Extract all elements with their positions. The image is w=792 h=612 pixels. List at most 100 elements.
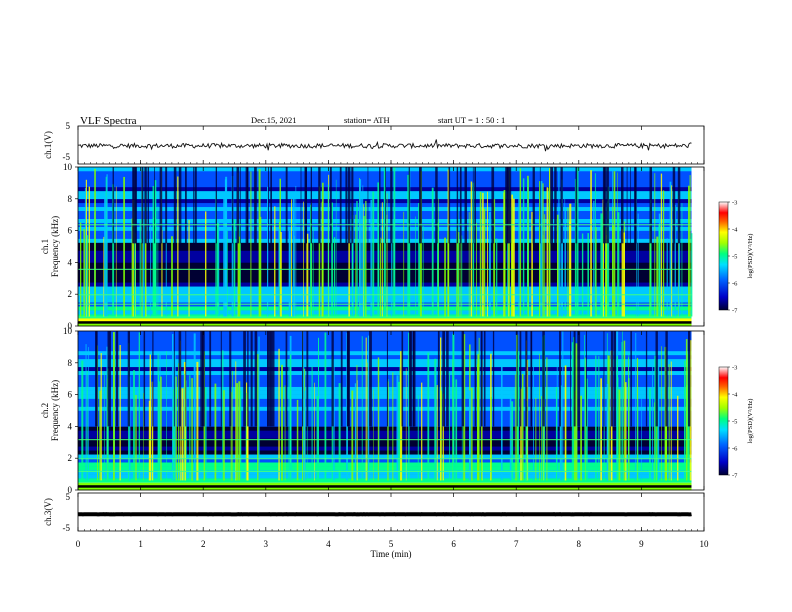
sferic-streak — [654, 173, 656, 317]
quiet-gap — [412, 331, 415, 427]
frequency-band — [78, 406, 692, 411]
frequency-band — [78, 402, 692, 407]
frequency-band — [78, 474, 692, 479]
quiet-gap — [127, 331, 130, 427]
sferic-streak — [559, 225, 561, 317]
sferic-streak — [318, 337, 319, 481]
quiet-gap — [621, 167, 624, 244]
sferic-streak — [522, 178, 525, 317]
sferic-streak — [482, 192, 484, 317]
sferic-streak — [569, 203, 572, 317]
sferic-streak — [377, 182, 380, 317]
sferic-streak — [490, 354, 491, 481]
sferic-streak — [367, 362, 369, 481]
xtick-label: 5 — [389, 539, 394, 549]
sferic-streak — [335, 179, 337, 317]
sferic-streak — [185, 380, 187, 481]
sferic-streak — [689, 340, 692, 481]
sferic-streak — [246, 394, 249, 481]
frequency-band — [78, 414, 692, 419]
sferic-streak — [193, 333, 196, 481]
sferic-streak — [602, 213, 603, 317]
sferic-streak — [422, 226, 424, 317]
sferic-streak — [386, 193, 388, 317]
frequency-band — [78, 342, 692, 348]
quiet-gap — [250, 331, 253, 427]
sferic-streak — [321, 182, 324, 317]
sferic-streak — [559, 385, 562, 481]
sferic-streak — [239, 390, 242, 481]
quiet-gap — [491, 167, 495, 244]
sferic-streak — [539, 181, 541, 317]
sferic-streak — [153, 217, 156, 317]
quiet-gap — [215, 167, 217, 244]
quiet-gap — [143, 331, 146, 427]
quiet-gap — [573, 331, 576, 427]
sferic-streak — [508, 211, 510, 317]
sferic-streak — [681, 203, 683, 317]
xtick-label: 9 — [639, 539, 644, 549]
sferic-streak — [436, 385, 438, 481]
sferic-streak — [88, 347, 89, 481]
sferic-streak — [468, 212, 470, 317]
sferic-streak — [292, 194, 295, 317]
quiet-gap — [367, 167, 369, 244]
ch1-waveform-panel: 5 -5 ch.1(V) — [43, 121, 705, 165]
ch3-ytick-bottom: -5 — [63, 523, 71, 533]
ch1-ytick-bottom: -5 — [63, 152, 71, 162]
quiet-gap — [390, 167, 393, 244]
quiet-gap — [525, 331, 528, 427]
sferic-streak — [259, 216, 262, 317]
sferic-streak — [471, 387, 473, 481]
quiet-gap — [613, 331, 616, 427]
quiet-gap — [243, 331, 246, 427]
quiet-gap — [200, 331, 203, 427]
sferic-streak — [487, 191, 488, 317]
sferic-streak — [396, 375, 399, 481]
sferic-streak — [431, 187, 434, 317]
quiet-gap — [386, 331, 388, 427]
quiet-gap — [385, 167, 386, 244]
sferic-streak — [356, 380, 358, 481]
frequency-band — [78, 366, 692, 372]
quiet-gap — [173, 167, 177, 244]
quiet-gap — [483, 331, 486, 427]
sferic-streak — [373, 389, 374, 481]
sferic-streak — [666, 238, 668, 317]
sferic-streak — [671, 185, 673, 317]
colorbar-tick-label: -4 — [732, 392, 738, 399]
sferic-streak — [456, 227, 458, 317]
xtick-label: 4 — [326, 539, 331, 549]
sferic-streak — [189, 375, 191, 481]
sferic-streak — [527, 175, 529, 317]
frequency-band — [78, 334, 692, 340]
sferic-streak — [478, 337, 480, 481]
station-label: station= ATH — [344, 115, 390, 125]
sferic-streak — [602, 199, 604, 317]
quiet-gap — [236, 167, 240, 244]
quiet-gap — [474, 331, 477, 427]
quiet-gap — [329, 167, 332, 244]
sferic-streak — [490, 396, 492, 481]
quiet-gap — [672, 167, 676, 244]
ytick-label: 0 — [68, 485, 73, 495]
quiet-gap — [268, 167, 269, 244]
quiet-gap — [300, 167, 302, 244]
sferic-streak — [595, 388, 597, 481]
date-label: Dec.15, 2021 — [251, 115, 297, 125]
quiet-gap — [285, 331, 288, 427]
sferic-streak — [365, 337, 367, 481]
sferic-streak — [311, 366, 313, 481]
quiet-gap — [272, 331, 275, 427]
sferic-streak — [691, 233, 693, 317]
sferic-streak — [496, 238, 498, 317]
quiet-gap — [254, 167, 257, 244]
sferic-streak — [245, 392, 247, 481]
ch1-ylabel: ch.1(V) — [43, 131, 53, 159]
sferic-streak — [519, 168, 522, 317]
sferic-streak — [205, 211, 207, 317]
sferic-streak — [544, 214, 546, 317]
sferic-streak — [250, 171, 252, 317]
time-axis-labels: 0 1 2 3 4 5 6 7 8 9 10 — [76, 539, 709, 549]
